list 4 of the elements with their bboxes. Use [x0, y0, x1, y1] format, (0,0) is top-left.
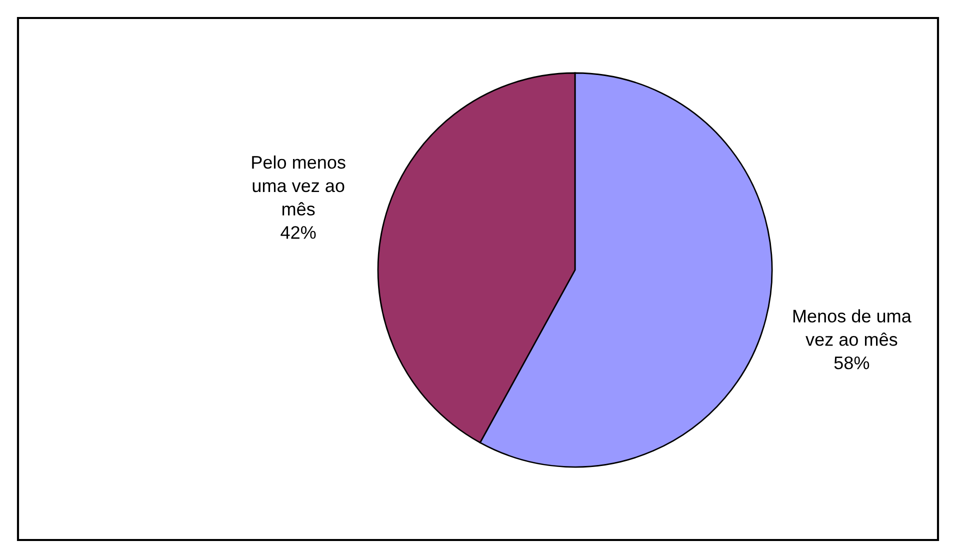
- data-label: 58%: [834, 356, 870, 370]
- slice-label: Pelo menos uma vez ao mês: [252, 155, 346, 216]
- slice-label: Menos de uma vez ao mês: [793, 309, 912, 346]
- data-label: 42%: [280, 226, 316, 239]
